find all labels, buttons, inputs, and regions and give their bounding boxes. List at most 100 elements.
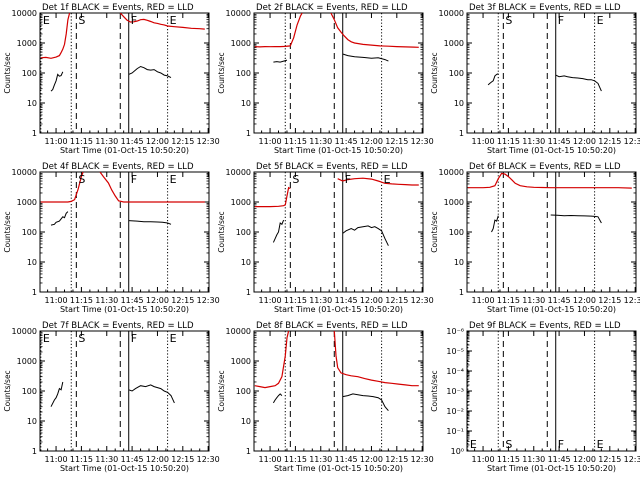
plot-frame [39, 330, 210, 452]
series-group [467, 172, 632, 233]
x-tick-label: 12:00 [573, 455, 596, 464]
chart-title: Det 2f BLACK = Events, RED = LLD [256, 3, 408, 13]
event-marker-label: S [505, 438, 512, 451]
x-tick-label: 11:15 [284, 137, 307, 146]
x-tick-label: 12:15 [171, 455, 194, 464]
y-tick-label: 10000 [439, 168, 464, 177]
y-tick-label: 10 [454, 99, 464, 108]
y-tick-label: 1 [32, 288, 37, 297]
y-axis-label: Counts/sec [430, 52, 439, 93]
y-tick-label: 1 [32, 129, 37, 138]
series-group [254, 177, 419, 246]
plot-frame [466, 12, 637, 134]
series-line-2 [128, 384, 175, 404]
y-tick-label: 10⁻² [446, 407, 464, 416]
y-axis-label: Counts/sec [3, 211, 12, 252]
x-tick-label: 12:30 [411, 455, 434, 464]
y-tick-label: 1000 [231, 357, 251, 366]
series-group [50, 381, 175, 407]
x-tick-label: 11:00 [472, 137, 495, 146]
chart-title: Det 1f BLACK = Events, RED = LLD [42, 3, 194, 13]
x-tick-label: 12:30 [624, 137, 640, 146]
event-marker-label: S [78, 332, 85, 345]
x-tick-label: 11:30 [95, 455, 118, 464]
series-line-4 [333, 331, 419, 387]
y-tick-label: 10 [27, 99, 37, 108]
series-line-3 [254, 186, 291, 208]
y-tick-label: 1000 [17, 39, 37, 48]
plot-frame [466, 171, 637, 293]
x-tick-label: 12:00 [146, 455, 169, 464]
series-line-2 [128, 65, 172, 79]
y-tick-label: 10 [454, 258, 464, 267]
plot-frame [39, 171, 210, 293]
x-tick-label: 12:30 [624, 455, 640, 464]
x-axis-label: Start Time (01-Oct-15 10:50:20) [487, 146, 616, 155]
y-tick-label: 1000 [231, 198, 251, 207]
event-marker-label: E [170, 173, 177, 186]
y-tick-label: 1 [459, 288, 464, 297]
x-tick-label: 12:30 [197, 137, 220, 146]
series-line-3 [467, 172, 632, 189]
y-tick-label: 1 [246, 447, 251, 456]
event-marker-label: F [345, 173, 351, 186]
y-tick-label: 1000 [231, 39, 251, 48]
series-line-3 [40, 172, 84, 203]
event-marker-label: S [505, 14, 512, 27]
plot-frame [253, 330, 424, 452]
chart-title: Det 5f BLACK = Events, RED = LLD [256, 162, 408, 172]
x-tick-label: 12:15 [385, 455, 408, 464]
x-tick-label: 12:00 [146, 137, 169, 146]
series-line-2 [342, 393, 389, 412]
y-tick-label: 100 [22, 387, 37, 396]
y-tick-label: 10⁻⁵ [446, 347, 464, 356]
y-tick-label: 1 [246, 288, 251, 297]
x-tick-label: 11:15 [70, 296, 93, 305]
x-tick-label: 12:30 [197, 296, 220, 305]
y-tick-label: 1 [32, 447, 37, 456]
x-tick-label: 11:00 [45, 455, 68, 464]
x-tick-label: 12:00 [360, 137, 383, 146]
x-tick-label: 11:30 [309, 137, 332, 146]
y-axis-label: Counts/sec [430, 211, 439, 252]
x-tick-label: 12:15 [171, 137, 194, 146]
y-axis-label: Counts/sec [430, 370, 439, 411]
x-tick-label: 11:45 [335, 455, 358, 464]
x-axis-label: Start Time (01-Oct-15 10:50:20) [274, 464, 403, 473]
x-tick-label: 11:30 [522, 296, 545, 305]
event-marker-label: E [170, 332, 177, 345]
chart-title: Det 9f BLACK = Events, RED = LLD [469, 321, 621, 331]
y-axis-label: Counts/sec [3, 370, 12, 411]
x-tick-label: 12:15 [171, 296, 194, 305]
y-tick-label: 100 [236, 69, 251, 78]
event-marker-label: E [384, 173, 391, 186]
x-tick-label: 11:30 [522, 137, 545, 146]
y-tick-label: 100 [22, 69, 37, 78]
y-tick-label: 10 [241, 258, 251, 267]
x-axis-label: Start Time (01-Oct-15 10:50:20) [487, 305, 616, 314]
y-tick-label: 10000 [226, 9, 251, 18]
x-tick-label: 11:15 [284, 296, 307, 305]
x-tick-label: 12:30 [197, 455, 220, 464]
y-axis-label: Counts/sec [3, 52, 12, 93]
x-tick-label: 11:00 [259, 137, 282, 146]
y-tick-label: 10⁰ [451, 447, 464, 456]
y-tick-label: 10⁻¹ [446, 427, 464, 436]
x-tick-label: 12:15 [598, 137, 621, 146]
series-group [487, 73, 602, 92]
series-line-1 [272, 393, 283, 404]
series-line-2 [342, 53, 389, 62]
x-tick-label: 11:45 [121, 137, 144, 146]
x-tick-label: 12:00 [360, 455, 383, 464]
y-tick-label: 10 [27, 258, 37, 267]
x-tick-label: 11:45 [548, 296, 571, 305]
series-line-3 [254, 331, 290, 389]
series-line-4 [330, 13, 419, 48]
x-tick-label: 12:30 [624, 296, 640, 305]
